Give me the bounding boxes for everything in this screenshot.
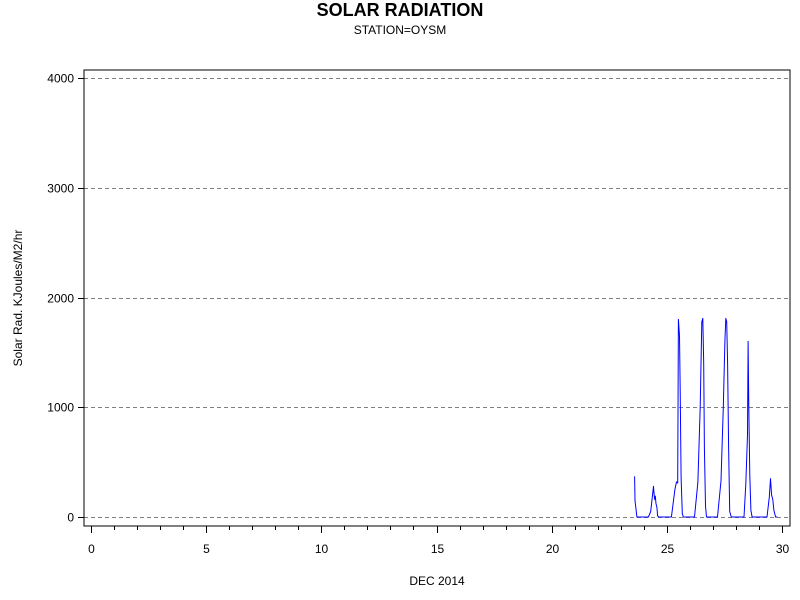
y-tick-label: 0 <box>67 511 74 525</box>
x-tick-label: 15 <box>431 542 445 556</box>
x-tick-label: 30 <box>776 542 790 556</box>
chart-title: SOLAR RADIATION <box>316 0 484 20</box>
series-layer <box>634 317 778 518</box>
x-tick-label: 10 <box>315 542 329 556</box>
x-tick-label: 25 <box>661 542 675 556</box>
chart-subtitle: STATION=OYSM <box>353 23 447 37</box>
x-axis-label: DEC 2014 <box>409 574 465 588</box>
grid-layer <box>84 78 790 518</box>
y-tick-label: 4000 <box>47 72 74 86</box>
y-tick-label: 3000 <box>47 182 74 196</box>
x-tick-label: 0 <box>88 542 95 556</box>
x-tick-label: 20 <box>546 542 560 556</box>
y-axis: 0 1000 2000 3000 4000 <box>47 72 84 525</box>
y-tick-label: 1000 <box>47 401 74 415</box>
x-axis: 0 5 10 15 20 25 30 <box>88 526 789 556</box>
series-line <box>634 317 778 518</box>
y-tick-label: 2000 <box>47 292 74 306</box>
x-tick-label: 5 <box>203 542 210 556</box>
